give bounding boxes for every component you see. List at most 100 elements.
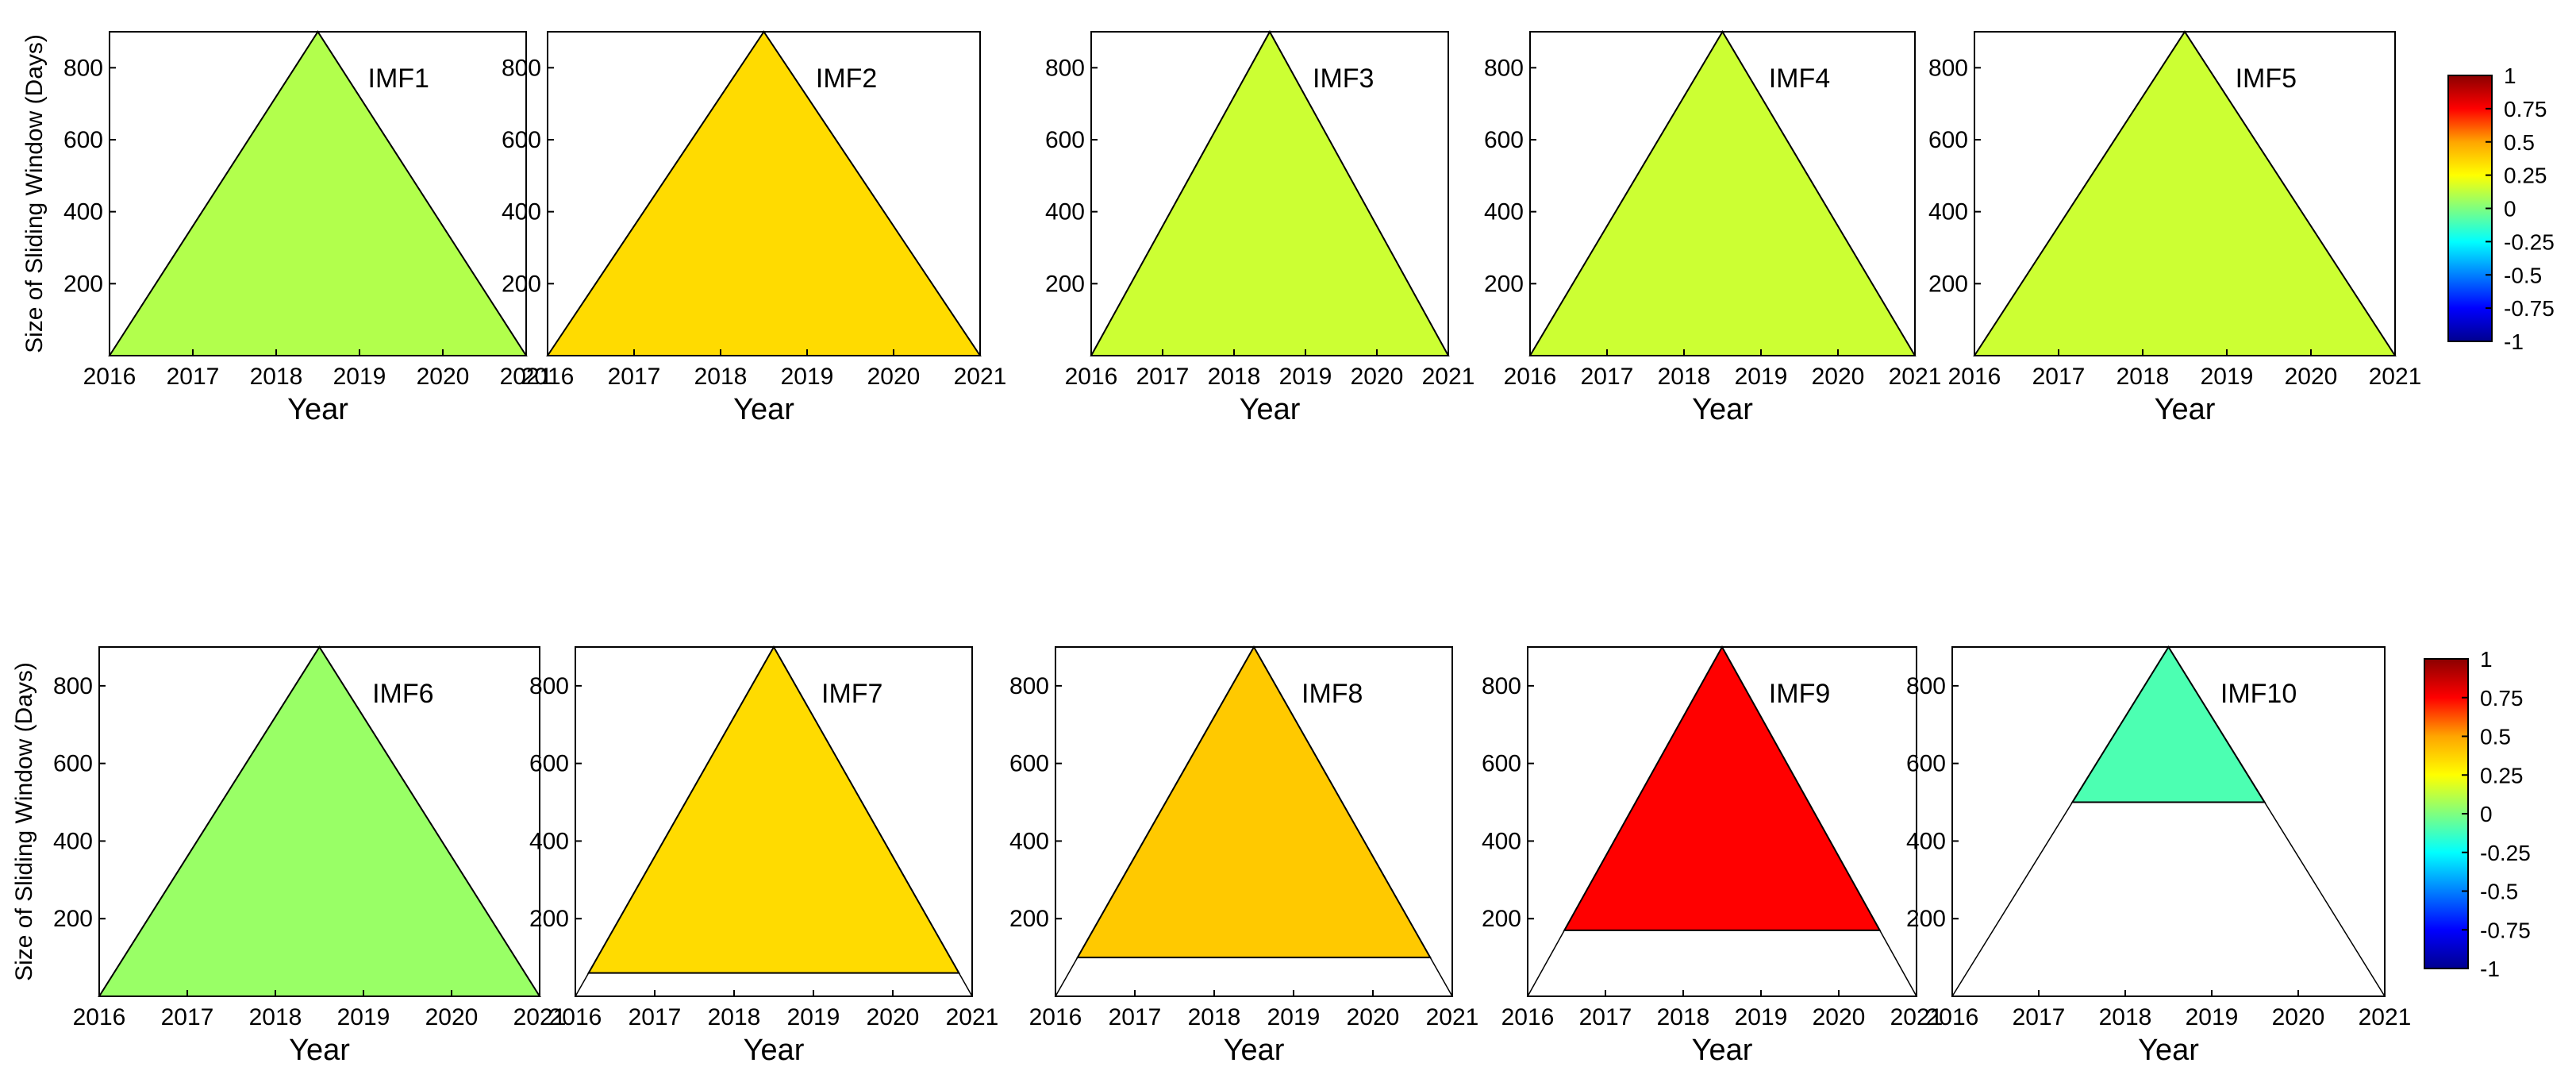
x-axis-label: Year	[2138, 1034, 2199, 1067]
x-tick-label: 2021	[954, 364, 1007, 390]
x-tick-label: 2021	[1426, 1004, 1479, 1030]
y-tick-label: 600	[1906, 751, 1946, 777]
x-tick-label: 2019	[337, 1004, 390, 1030]
x-tick-label: 2021	[513, 1004, 567, 1030]
y-tick-label: 600	[529, 751, 569, 777]
x-tick-label: 2016	[73, 1004, 126, 1030]
panel-imf3: 2016 2017 2018 2019 2020 2021 200 400 600 800 Year…	[1045, 29, 1474, 426]
colorbar-tick-label: 0.75	[2504, 97, 2547, 121]
x-tick-label: 2020	[867, 364, 921, 390]
panel-imf8: 2016 2017 2018 2019 2020 2021 200 400 600 800 Year…	[1009, 645, 1479, 1067]
triangle-fill	[546, 30, 982, 356]
triangle-fill	[108, 30, 528, 356]
x-tick-label: 2018	[694, 364, 748, 390]
y-tick-label: 800	[529, 673, 569, 699]
colorbar-tick-label: -0.5	[2480, 880, 2518, 904]
colorbar-gradient	[2447, 75, 2493, 342]
y-tick-label: 400	[1928, 199, 1968, 225]
y-tick-label: 200	[1009, 906, 1049, 932]
x-axis-label: Year	[289, 1034, 350, 1067]
colorbar-tick-label: 0.5	[2504, 130, 2535, 155]
y-tick-label: 800	[1045, 55, 1085, 81]
y-tick-label: 400	[63, 199, 103, 225]
x-axis-label: Year	[744, 1034, 805, 1067]
x-axis-label: Year	[1240, 393, 1301, 426]
colorbar-tick-label: -1	[2504, 329, 2524, 354]
x-tick-label: 2019	[1735, 1004, 1788, 1030]
y-tick-label: 600	[1009, 751, 1049, 777]
panel-title: IMF10	[2220, 679, 2297, 709]
colorbar-tick-label: -0.5	[2504, 263, 2542, 287]
y-tick-label: 200	[1906, 906, 1946, 932]
y-tick-label: 400	[502, 199, 541, 225]
panel-imf6: 2016 2017 2018 2019 2020 2021 200 400 600 800 Year…	[11, 645, 567, 1067]
colorbar-tick-label: 0	[2504, 197, 2516, 221]
colorbar-tick-label: 1	[2504, 64, 2516, 88]
x-tick-label: 2020	[1347, 1004, 1400, 1030]
x-tick-label: 2019	[787, 1004, 840, 1030]
panel-title: IMF2	[816, 64, 877, 94]
x-tick-label: 2021	[1890, 1004, 1944, 1030]
y-tick-label: 800	[1484, 55, 1524, 81]
x-tick-label: 2017	[1581, 364, 1634, 390]
x-tick-label: 2016	[1065, 364, 1118, 390]
panels-layer: 2016 2017 2018 2019 2020 2021 200 400 600 800 Year…	[11, 29, 2421, 1067]
panel-imf5: 2016 2017 2018 2019 2020 2021 200 400 600 800 Year…	[1928, 30, 2421, 426]
x-tick-label: 2021	[500, 364, 553, 390]
x-tick-label: 2018	[1208, 364, 1261, 390]
panel-title: IMF3	[1313, 64, 1374, 94]
colorbar-tick-label: -1	[2480, 957, 2500, 981]
x-axis-label: Year	[1692, 393, 1753, 426]
x-tick-label: 2018	[249, 1004, 302, 1030]
y-tick-label: 600	[63, 127, 103, 153]
triangle-fill	[1090, 29, 1450, 356]
y-axis-label: Size of Sliding Window (Days)	[21, 34, 48, 353]
x-tick-label: 2019	[1279, 364, 1332, 390]
x-tick-label: 2016	[1926, 1004, 1979, 1030]
colorbar-2: 1 0.75 0.5 0.25 0 -0.25 -0.5 -0.75 -1	[2424, 647, 2531, 981]
x-axis-label: Year	[733, 393, 794, 426]
triangle-fill	[2070, 645, 2266, 803]
colorbar-tick-label: -0.25	[2504, 229, 2555, 254]
y-tick-label: 800	[63, 55, 103, 81]
y-tick-label: 800	[502, 55, 541, 81]
colorbar-tick-label: 0.25	[2504, 164, 2547, 188]
x-tick-label: 2021	[2359, 1004, 2412, 1030]
triangle-fill	[586, 645, 961, 974]
x-tick-label: 2020	[1813, 1004, 1866, 1030]
panel-title: IMF8	[1301, 679, 1363, 709]
y-tick-label: 800	[1928, 55, 1968, 81]
y-tick-label: 200	[1045, 271, 1085, 297]
panel-imf10: 2016 2017 2018 2019 2020 2021 200 400 600 800 Year…	[1906, 645, 2412, 1067]
panel-title: IMF5	[2236, 64, 2297, 94]
x-tick-label: 2018	[2099, 1004, 2152, 1030]
y-tick-label: 200	[502, 271, 541, 297]
y-tick-label: 800	[1906, 673, 1946, 699]
x-tick-label: 2018	[1658, 364, 1711, 390]
panel-imf1: 2016 2017 2018 2019 2020 2021 200 400 600 800 Year…	[21, 30, 553, 426]
y-tick-label: 400	[1484, 199, 1524, 225]
panel-imf9: 2016 2017 2018 2019 2020 2021 200 400 600 800 Year…	[1482, 645, 1944, 1067]
y-tick-label: 600	[1484, 127, 1524, 153]
x-tick-label: 2016	[1948, 364, 2001, 390]
colorbar-tick-label: 0.75	[2480, 686, 2524, 711]
x-tick-label: 2019	[781, 364, 834, 390]
y-tick-label: 200	[1484, 271, 1524, 297]
panel-title: IMF9	[1769, 679, 1830, 709]
triangle-fill	[1973, 30, 2397, 356]
panel-imf4: 2016 2017 2018 2019 2020 2021 200 400 600 800 Year…	[1484, 30, 1941, 426]
colorbar-tick-label: 0	[2480, 802, 2493, 826]
colorbar-tick-label: -0.25	[2480, 841, 2531, 865]
x-tick-label: 2017	[629, 1004, 682, 1030]
x-tick-label: 2016	[521, 364, 575, 390]
x-tick-label: 2018	[2117, 364, 2170, 390]
x-tick-label: 2017	[1136, 364, 1190, 390]
x-tick-label: 2020	[417, 364, 470, 390]
y-tick-label: 800	[53, 673, 93, 699]
triangle-fill	[1076, 645, 1432, 959]
colorbar-tick-label: -0.75	[2504, 296, 2555, 321]
colorbar-1: 1 0.75 0.5 0.25 0 -0.25 -0.5 -0.75 -1	[2447, 64, 2555, 354]
x-tick-label: 2017	[608, 364, 661, 390]
colorbar-tick-label: 1	[2480, 647, 2493, 672]
